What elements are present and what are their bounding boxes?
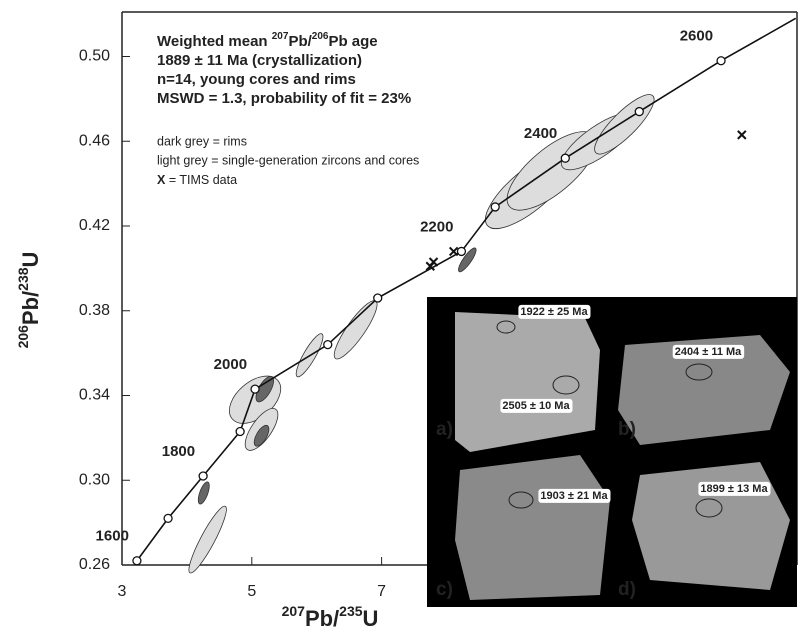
- annotation-part: 235: [339, 603, 363, 619]
- panel-label: b): [618, 419, 636, 440]
- annotation: 1889 ± 11 Ma (crystallization): [157, 52, 362, 69]
- age-tag: 2404 ± 11 Ma: [675, 346, 742, 358]
- age-label: 2600: [680, 28, 713, 45]
- y-tick-label: 0.26: [79, 556, 110, 573]
- error-ellipse: [333, 300, 378, 360]
- tims-point: [737, 130, 747, 140]
- age-label: 2400: [524, 125, 557, 142]
- age-marker: [198, 471, 208, 481]
- annotation-part: Pb age: [328, 33, 377, 50]
- annotation-part: Pb/: [18, 291, 43, 325]
- error-ellipse: [197, 481, 210, 505]
- panel-label: a): [436, 419, 453, 440]
- spot: [685, 363, 713, 381]
- annotation: n=14, young cores and rims: [157, 71, 356, 88]
- tims-point: [448, 246, 459, 257]
- annotation-part: 206: [15, 325, 31, 349]
- legend-x-text: = TIMS data: [165, 173, 237, 187]
- y-tick-label: 0.46: [79, 132, 110, 149]
- y-tick-label: 0.38: [79, 302, 110, 319]
- age-marker: [456, 246, 467, 257]
- age-marker: [250, 384, 260, 394]
- legend-text: X = TIMS data: [157, 173, 237, 187]
- annotation: 206Pb/238U: [15, 252, 43, 349]
- age-marker: [634, 106, 644, 117]
- grain: [455, 312, 600, 452]
- age-tag: 1922 ± 25 Ma: [520, 306, 588, 318]
- y-tick-label: 0.30: [79, 471, 110, 488]
- x-tick-label: 5: [247, 583, 256, 600]
- age-tag-bg: [538, 488, 611, 503]
- age-marker: [490, 202, 500, 212]
- age-marker: [373, 293, 383, 303]
- annotation: MSWD = 1.3, probability of fit = 23%: [157, 90, 411, 107]
- age-tag-bg: [672, 344, 745, 359]
- annotation-part: MSWD = 1.3, probability of fit = 23%: [157, 90, 411, 107]
- y-tick-label: 0.50: [79, 48, 110, 65]
- annotation-part: 207: [272, 31, 289, 42]
- error-ellipse: [458, 247, 477, 273]
- panel-label: d): [618, 579, 636, 600]
- spot: [508, 491, 534, 509]
- age-marker: [235, 426, 245, 437]
- annotation-part: U: [363, 606, 379, 631]
- annotation-part: 206: [312, 31, 329, 42]
- age-tag-bg: [500, 398, 573, 413]
- y-tick-label: 0.34: [79, 387, 110, 404]
- inset: [427, 297, 797, 607]
- y-tick-label: 0.42: [79, 217, 110, 234]
- annotation-part: n=14, young cores and rims: [157, 71, 356, 88]
- tims-point: [428, 257, 439, 267]
- age-tag: 1899 ± 13 Ma: [700, 483, 768, 495]
- age-tag: 1903 ± 21 Ma: [540, 490, 608, 502]
- spot: [552, 375, 580, 395]
- annotation-part: Weighted mean: [157, 33, 272, 50]
- age-label: 2000: [214, 356, 247, 373]
- annotation-part: 1889 ± 11 Ma (crystallization): [157, 52, 362, 69]
- legend-x: X: [157, 173, 166, 187]
- x-tick-label: 3: [118, 583, 127, 600]
- x-tick-label: 7: [377, 583, 386, 600]
- age-label: 1600: [96, 528, 129, 545]
- annotation: Weighted mean 207Pb/206Pb age: [157, 31, 378, 50]
- grain: [632, 462, 790, 590]
- annotation-part: U: [18, 252, 43, 268]
- age-tag: 2505 ± 10 Ma: [502, 400, 570, 412]
- annotation-part: 207: [282, 603, 306, 619]
- spot: [496, 320, 516, 334]
- panel-label: c): [436, 579, 453, 600]
- age-marker: [716, 56, 726, 66]
- age-tag-bg: [698, 481, 771, 496]
- grain: [618, 335, 790, 445]
- legend-text: light grey = single-generation zircons a…: [157, 153, 419, 167]
- annotation: 207Pb/235U: [282, 603, 379, 631]
- error-ellipse: [188, 505, 227, 574]
- grain: [455, 455, 610, 600]
- annotation-part: 238: [15, 267, 31, 291]
- age-marker: [132, 556, 142, 566]
- age-marker: [560, 153, 570, 163]
- age-label: 1800: [162, 443, 195, 460]
- age-label: 2200: [420, 218, 453, 235]
- annotation-part: Pb/: [288, 33, 312, 50]
- error-ellipse: [253, 424, 270, 447]
- spot: [695, 498, 723, 518]
- age-marker: [323, 339, 333, 350]
- legend-text: dark grey = rims: [157, 134, 247, 148]
- annotation-part: Pb/: [305, 606, 339, 631]
- age-marker: [163, 513, 173, 524]
- age-tag-bg: [518, 304, 591, 319]
